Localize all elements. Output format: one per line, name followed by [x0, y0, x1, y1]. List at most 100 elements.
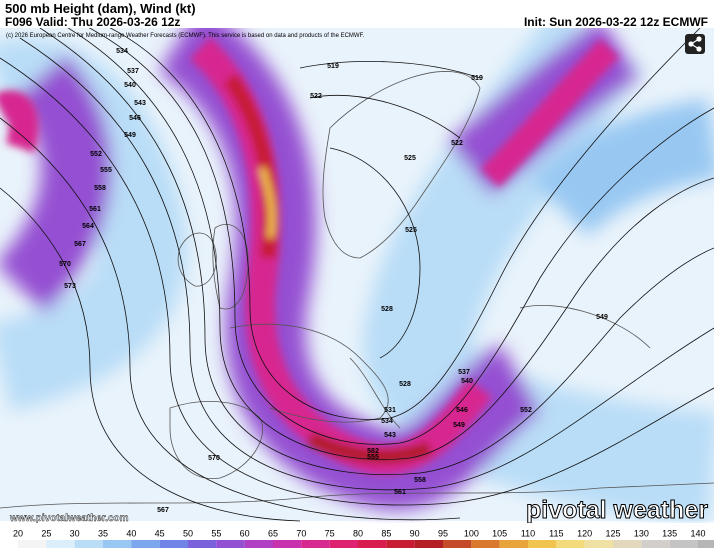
colorbar-label: 35	[98, 528, 108, 538]
colorbar-label: 95	[438, 528, 448, 538]
contour-label: 558	[94, 185, 106, 192]
contour-label: 519	[327, 63, 339, 70]
colorbar-swatch	[188, 540, 217, 548]
colorbar-label: 65	[268, 528, 278, 538]
colorbar-label: 75	[325, 528, 335, 538]
contour-label: 522	[451, 140, 463, 147]
contour-label: 561	[394, 489, 406, 496]
colorbar-swatch	[301, 540, 330, 548]
valid-time: F096 Valid: Thu 2026-03-26 12z	[5, 15, 181, 29]
share-button[interactable]	[685, 34, 705, 54]
contour-label: 546	[456, 407, 468, 414]
colorbar-label: 135	[662, 528, 677, 538]
colorbar-label: 30	[70, 528, 80, 538]
colorbar-swatch	[386, 540, 415, 548]
contour-label: 564	[82, 223, 94, 230]
colorbar-label: 140	[690, 528, 705, 538]
colorbar-swatch	[528, 540, 557, 548]
contour-label: 537	[127, 68, 139, 75]
contour-label: 555	[100, 167, 112, 174]
colorbar-label: 100	[464, 528, 479, 538]
contour-label: 531	[384, 407, 396, 414]
contour-label: 519	[471, 75, 483, 82]
height-contours	[0, 28, 714, 522]
colorbar-swatch	[131, 540, 160, 548]
colorbar-label: 110	[521, 528, 535, 538]
contour-labels: 534 537 540 543 546 549 552 555 558 561 564 567 570 5…	[59, 48, 608, 514]
colorbar-swatch	[216, 540, 245, 548]
coastlines	[0, 71, 714, 509]
colorbar-swatch	[584, 540, 613, 548]
contour-label: 543	[384, 432, 396, 439]
colorbar-swatch	[641, 540, 670, 548]
contour-label: 528	[381, 306, 393, 313]
contour-label: 570	[208, 455, 220, 462]
colorbar-swatch	[273, 540, 302, 548]
colorbar-label: 80	[353, 528, 363, 538]
colorbar-swatch	[443, 540, 472, 548]
contour-label: 567	[74, 241, 86, 248]
contour-label: 570	[59, 261, 71, 268]
colorbar-label: 115	[549, 528, 563, 538]
colorbar-label: 70	[296, 528, 306, 538]
contour-label: 546	[129, 115, 141, 122]
colorbar-swatch	[358, 540, 387, 548]
contour-label: 555	[367, 454, 379, 461]
colorbar-swatch	[471, 540, 500, 548]
contour-label: 534	[116, 48, 128, 55]
colorbar: 20 25 30 35 40 45 50 55 60 65 70 75 80 85 90 95 100 105 11…	[0, 523, 714, 549]
contour-label: 549	[453, 422, 465, 429]
contour-label: 525	[404, 155, 416, 162]
credit: (c) 2026 European Centre for Medium-rang…	[6, 33, 365, 39]
colorbar-swatch	[18, 540, 47, 548]
colorbar-label: 50	[183, 528, 193, 538]
contour-label: 552	[520, 407, 532, 414]
colorbar-swatch	[74, 540, 103, 548]
contour-label: 537	[458, 369, 470, 376]
contour-label: 528	[399, 381, 411, 388]
contour-label: 558	[414, 477, 426, 484]
contour-label: 549	[596, 314, 608, 321]
colorbar-label: 130	[634, 528, 649, 538]
colorbar-label: 45	[155, 528, 165, 538]
brand: pivotal weather	[526, 496, 708, 524]
colorbar-label: 25	[41, 528, 51, 538]
colorbar-label: 60	[240, 528, 250, 538]
contour-label: 582	[367, 448, 379, 455]
colorbar-label: 90	[410, 528, 420, 538]
colorbar-swatch	[244, 540, 273, 548]
contour-label: 561	[89, 206, 101, 213]
colorbar-swatch	[669, 540, 698, 548]
colorbar-swatch	[698, 540, 714, 548]
contour-label: 525	[405, 227, 417, 234]
colorbar-label: 55	[211, 528, 221, 538]
colorbar-label: 20	[13, 528, 23, 538]
contour-label: 573	[64, 283, 76, 290]
colorbar-swatch	[159, 540, 188, 548]
contour-label: 549	[124, 132, 136, 139]
colorbar-swatch	[103, 540, 132, 548]
colorbar-swatch	[414, 540, 443, 548]
colorbar-swatch	[46, 540, 75, 548]
contour-label: 567	[157, 507, 169, 514]
colorbar-swatch	[499, 540, 528, 548]
colorbar-swatch	[556, 540, 585, 548]
contour-label: 552	[90, 151, 102, 158]
colorbar-swatch	[329, 540, 358, 548]
jet-core	[0, 36, 620, 475]
init-time: Init: Sun 2026-03-22 12z ECMWF	[523, 15, 708, 29]
colorbar-label: 125	[605, 528, 620, 538]
contour-label: 540	[124, 82, 136, 89]
share-icon	[688, 36, 702, 52]
contour-label: 543	[134, 100, 146, 107]
title: 500 mb Height (dam), Wind (kt)	[5, 1, 196, 16]
map: 534 537 540 543 546 549 552 555 558 561 564 567 570 5…	[0, 28, 714, 549]
website: www.pivotalweather.com	[9, 513, 129, 524]
colorbar-label: 40	[126, 528, 136, 538]
contour-label: 540	[461, 378, 473, 385]
contour-label: 534	[381, 418, 393, 425]
colorbar-label: 105	[492, 528, 507, 538]
contour-label: 522	[310, 93, 322, 100]
colorbar-label: 85	[381, 528, 391, 538]
